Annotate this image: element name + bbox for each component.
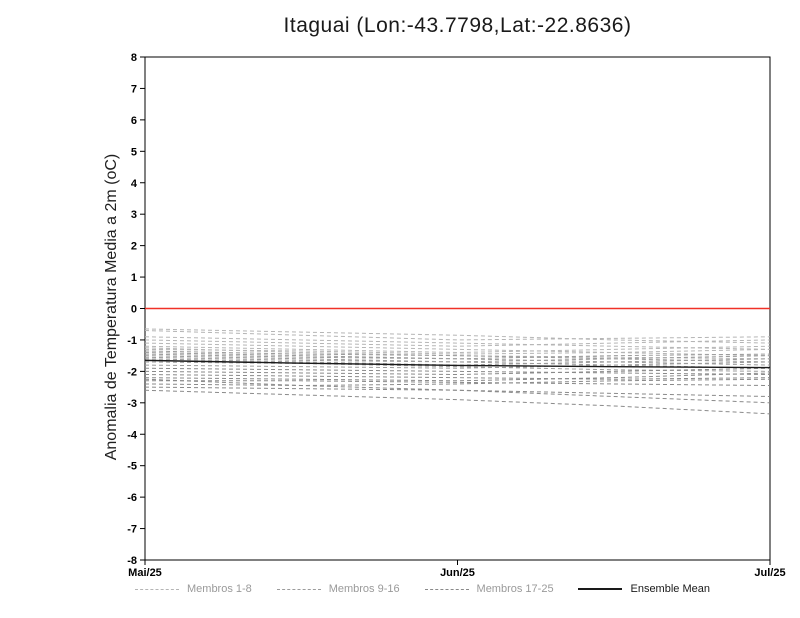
y-tick-label: 5 [131,146,137,158]
x-tick-label: Mai/25 [128,567,162,579]
ensemble-member-line [144,328,771,344]
ensemble-member-line [144,361,771,369]
y-tick-label: 3 [131,209,137,221]
y-tick-label: -1 [127,335,137,347]
ensemble-mean-line [144,359,771,369]
ensemble-member-line [144,355,771,363]
legend-line-sample [424,588,469,590]
ensemble-member-line [144,372,771,382]
y-tick-label: 2 [131,241,137,253]
y-tick-label: -4 [127,429,138,441]
y-tick-label: -2 [127,366,137,378]
ensemble-member-line [144,386,771,398]
x-tick-label: Jul/25 [754,567,785,579]
y-tick-label: -7 [127,524,137,536]
ensemble-member-line [144,374,771,380]
legend-line-sample [578,588,623,590]
y-axis-title: Anomalia de Temperatura Media a 2m (oC) [103,153,120,461]
ensemble-member-line [144,378,771,387]
ensemble-member-line [144,342,771,357]
legend-item: Ensemble Mean [578,583,710,595]
y-tick-label: -6 [127,492,137,504]
ensemble-member-line [144,358,771,366]
ensemble-member-line [144,367,771,376]
legend-label: Membros 17-25 [476,583,554,595]
y-tick-label: 7 [131,83,137,95]
legend-label: Membros 1-8 [187,583,252,595]
ensemble-member-line [144,389,771,415]
legend-item: Membros 1-8 [135,583,252,595]
y-tick-label: 6 [131,115,137,127]
x-tick-label: Jun/25 [440,567,475,579]
ensemble-member-line [144,367,771,376]
ensemble-member-line [144,348,771,355]
ensemble-member-line [144,345,771,354]
legend-item: Membros 9-16 [276,583,400,595]
ensemble-member-line [144,378,771,404]
ensemble-member-line [144,339,771,347]
ensemble-member-line [144,336,771,350]
ensemble-member-line [144,353,771,366]
legend-line-sample [276,588,321,590]
legend-item: Membros 17-25 [424,583,554,595]
y-tick-label: 8 [131,52,137,64]
ensemble-member-line [144,350,771,363]
legend: Membros 1-8 Membros 9-16 Membros 17-25 Ense… [135,583,710,595]
y-tick-label: 4 [131,178,138,190]
y-tick-label: -8 [127,555,137,567]
y-tick-label: -3 [127,398,137,410]
ensemble-member-line [144,330,771,341]
legend-label: Membros 9-16 [328,583,400,595]
y-tick-label: 1 [131,272,137,284]
y-tick-label: -5 [127,461,137,473]
legend-line-sample [135,588,179,590]
ensemble-member-line [144,356,771,369]
y-tick-label: 0 [131,304,137,316]
ensemble-member-line [145,380,771,387]
ensemble-member-line [144,352,771,360]
legend-label: Ensemble Mean [630,583,710,595]
chart-title: Itaguai (Lon:-43.7798,Lat:-22.8636) [283,14,632,37]
